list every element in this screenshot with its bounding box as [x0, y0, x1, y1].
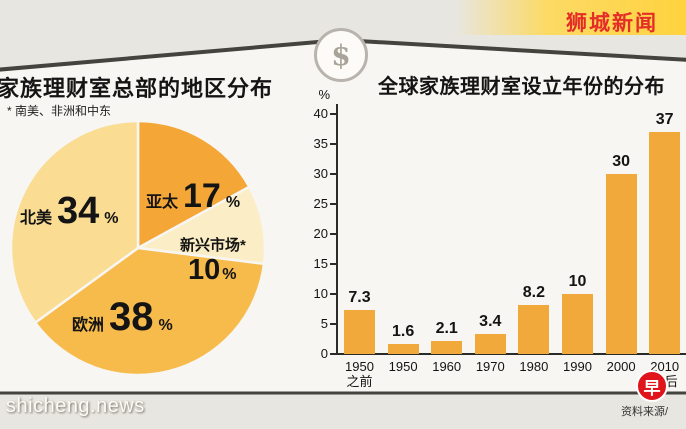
percent-sign: %: [222, 266, 237, 283]
x-axis-line: [336, 353, 686, 355]
pie-label-text: 新兴市场*: [180, 237, 246, 254]
site-badge: 狮城新闻: [566, 12, 658, 35]
y-axis-tick: [330, 233, 337, 235]
pie-slice-europe: [34, 246, 266, 377]
y-axis-tick: [330, 203, 337, 205]
bar-value-label: 1.6: [391, 323, 415, 341]
pie-label-north-america: 北美 34 %: [20, 192, 119, 230]
bar: [474, 333, 506, 354]
y-axis-tick-label: 15: [313, 256, 328, 271]
x-axis-category-label: 1980: [519, 359, 549, 374]
bar-value-label: 3.4: [479, 312, 502, 330]
y-axis-tick-label: 20: [313, 226, 328, 241]
bar: [387, 344, 419, 354]
y-axis-line: [336, 104, 338, 355]
pie-label-text: 北美: [20, 210, 53, 227]
bar-value-label: 7.3: [348, 289, 371, 307]
newspaper-logo-glyph: 早: [643, 378, 661, 398]
y-axis-tick: [330, 143, 337, 145]
y-axis-tick-label: 0: [320, 346, 328, 361]
y-axis-tick-label: 25: [313, 196, 328, 211]
y-axis-tick: [330, 173, 337, 175]
bar-value-label: 37: [655, 111, 674, 128]
bar: [344, 310, 375, 354]
pie-label-value: 17: [183, 177, 221, 215]
x-axis-category-label: 1950 之前: [345, 359, 374, 389]
y-axis-unit-label: %: [318, 87, 330, 102]
newspaper-logo: 早: [636, 370, 668, 402]
pie-label-emerging-markets: 新兴市场* 10 %: [180, 234, 246, 285]
pie-chart-title: 家族理财室总部的地区分布: [0, 76, 274, 101]
percent-sign: %: [158, 317, 173, 334]
percent-sign: %: [225, 194, 241, 211]
pie-label-value: 34: [57, 190, 100, 232]
pie-label-value: 10: [188, 254, 221, 286]
pie-slice-asia-pacific: [136, 119, 251, 250]
site-watermark: shicheng.news: [6, 395, 145, 417]
bar: [431, 341, 463, 354]
pie-label-asia-pacific: 亚太 17 %: [146, 179, 240, 213]
y-axis-tick: [330, 113, 337, 115]
dollar-glyph: $: [331, 38, 351, 72]
bar: [605, 174, 637, 354]
x-axis-category-label: 1970: [475, 359, 505, 374]
x-axis-category-label: 1990: [563, 359, 592, 374]
pie-chart: [9, 119, 267, 377]
x-axis-category-label: 1960: [432, 359, 462, 374]
y-axis-tick-label: 40: [313, 106, 328, 121]
y-axis-tick-label: 5: [320, 316, 328, 331]
pie-slice-emerging-markets: [136, 185, 267, 266]
y-axis-tick: [330, 263, 337, 265]
bar-value-label: 8.2: [522, 283, 546, 301]
y-axis-tick-label: 10: [313, 286, 328, 301]
y-axis-tick: [330, 353, 337, 355]
pie-label-text: 欧洲: [72, 317, 105, 334]
pie-slice-north-america: [9, 119, 140, 324]
source-credit: 资料来源/: [621, 406, 669, 418]
y-axis-tick-label: 30: [313, 166, 328, 181]
pie-chart-footnote: * 南美、非洲和中东: [7, 104, 112, 118]
dollar-coin-icon: $: [314, 28, 368, 82]
y-axis-tick: [330, 293, 337, 295]
bar: [649, 132, 681, 354]
x-axis-category-label: 2000: [606, 359, 636, 374]
percent-sign: %: [104, 210, 119, 227]
y-axis-tick-label: 35: [313, 136, 328, 151]
bar: [562, 294, 593, 354]
bar-value-label: 30: [612, 153, 630, 170]
bar-chart-title: 全球家族理财室设立年份的分布: [378, 76, 665, 98]
banner-background: [455, 0, 686, 35]
pie-label-text: 亚太: [146, 194, 179, 211]
pie-label-value: 38: [109, 295, 154, 339]
y-axis-tick: [330, 323, 337, 325]
x-axis-category-label: 1950: [388, 359, 418, 374]
pie-label-europe: 欧洲 38 %: [72, 297, 173, 337]
bar: [518, 304, 550, 354]
bar-value-label: 10: [568, 273, 587, 290]
bar-value-label: 2.1: [435, 320, 458, 338]
ground-band: [0, 394, 686, 429]
